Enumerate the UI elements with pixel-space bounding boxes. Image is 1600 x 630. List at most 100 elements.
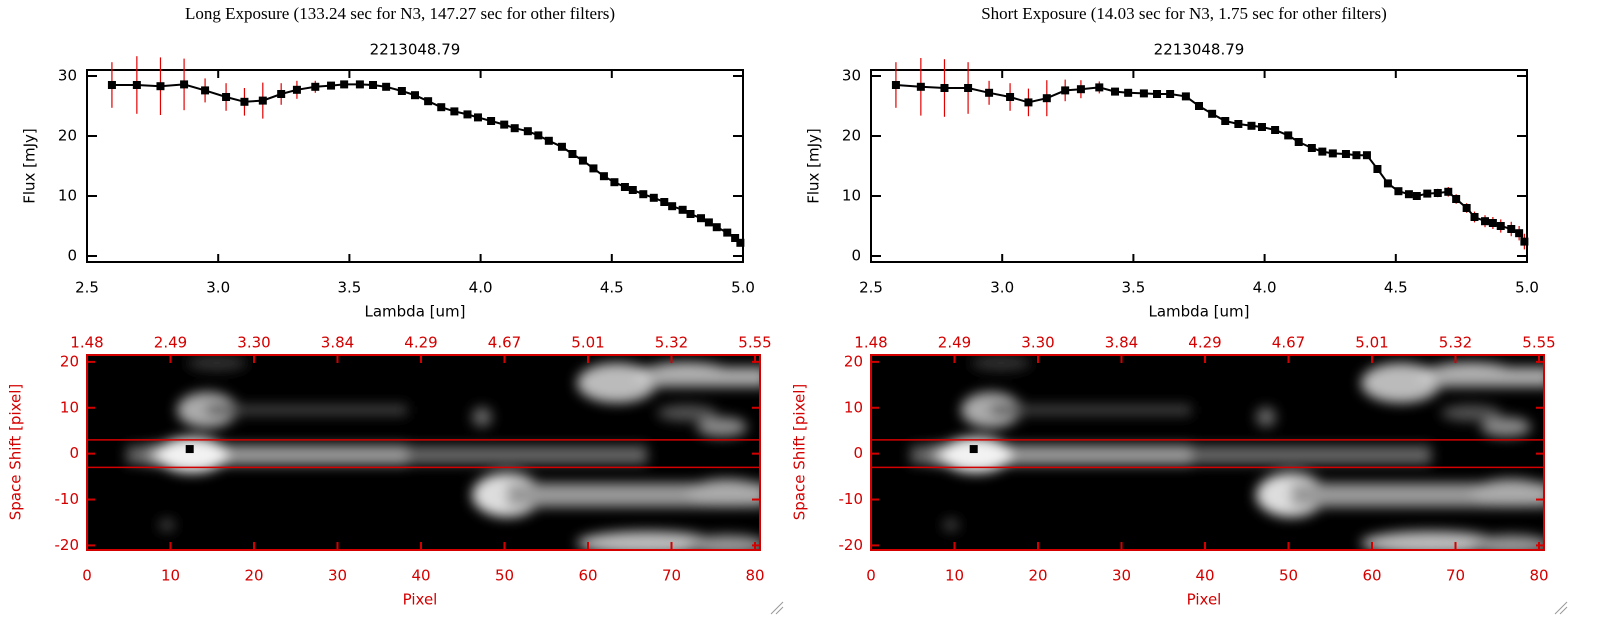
data-point: [736, 238, 745, 247]
data-point: [180, 80, 189, 89]
data-point: [450, 107, 459, 116]
data-point: [292, 85, 301, 94]
resize-grip: [770, 601, 784, 615]
data-point: [500, 120, 509, 129]
data-point: [599, 172, 608, 181]
data-point: [639, 190, 648, 199]
x-axis-label: Pixel: [403, 591, 438, 609]
data-point: [1181, 92, 1190, 101]
data-point: [1153, 90, 1162, 98]
data-point: [1488, 219, 1497, 227]
y-tick-label: 0: [67, 247, 77, 265]
data-point: [985, 88, 994, 97]
data-point: [340, 80, 349, 89]
x-tick-label: 0: [866, 567, 876, 585]
x-axis-label: Lambda [um]: [365, 303, 466, 321]
data-point: [589, 164, 598, 173]
data-point: [1362, 151, 1371, 160]
data-point: [649, 193, 658, 202]
chart-title: Short Exposure (14.03 sec for N3, 1.75 s…: [981, 4, 1387, 23]
data-point: [1024, 98, 1033, 107]
data-point: [1076, 85, 1085, 94]
x2-tick-label: 4.67: [488, 334, 521, 352]
data-point: [1394, 187, 1403, 196]
x2-tick-label: 1.48: [70, 334, 103, 352]
data-point: [523, 127, 532, 136]
data-point: [1341, 150, 1350, 158]
data-point: [544, 136, 553, 145]
x2-tick-label: 4.29: [1188, 334, 1221, 352]
data-point: [568, 150, 577, 158]
data-point: [1462, 204, 1471, 212]
data-point: [697, 214, 706, 223]
x2-tick-label: 3.30: [1021, 334, 1054, 352]
x-tick-label: 4.0: [469, 279, 493, 297]
x2-tick-label: 4.29: [404, 334, 437, 352]
data-point: [355, 80, 364, 89]
y-tick-label: 10: [58, 187, 77, 205]
data-point: [1404, 190, 1413, 199]
data-point: [424, 97, 433, 106]
data-point: [1247, 121, 1256, 130]
image-frame: [86, 354, 761, 551]
data-point: [1423, 189, 1432, 198]
data-point: [1328, 149, 1337, 158]
x2-tick-label: 5.32: [655, 334, 688, 352]
data-point: [660, 198, 669, 206]
y-axis-label: Flux [mJy]: [21, 128, 39, 204]
data-point: [311, 82, 320, 91]
data-point: [1257, 123, 1266, 131]
x2-tick-label: 3.30: [237, 334, 270, 352]
spectrum-line: [895, 84, 1526, 243]
data-point: [668, 202, 677, 211]
x-tick-label: 60: [578, 567, 597, 585]
x2-tick-label: 4.67: [1272, 334, 1305, 352]
x2-tick-label: 2.49: [154, 334, 187, 352]
data-point: [557, 142, 566, 151]
x2-tick-label: 5.32: [1439, 334, 1472, 352]
data-point: [1221, 117, 1230, 125]
x-tick-label: 50: [1279, 567, 1298, 585]
x-tick-label: 40: [411, 567, 430, 585]
x-tick-label: 50: [495, 567, 514, 585]
y-tick-label: 0: [69, 444, 79, 462]
data-point: [723, 228, 732, 237]
data-point: [678, 205, 687, 214]
y-tick-label: 20: [60, 352, 79, 370]
data-point: [940, 84, 949, 92]
y-tick-label: 20: [58, 127, 77, 145]
chart-title: Long Exposure (133.24 sec for N3, 147.27…: [185, 4, 615, 23]
x2-tick-label: 5.01: [1355, 334, 1388, 352]
data-point: [369, 81, 378, 89]
image-frame: [870, 354, 1545, 551]
data-point: [1373, 165, 1382, 173]
data-point: [1520, 237, 1529, 246]
x-tick-label: 60: [1362, 567, 1381, 585]
data-point: [437, 103, 446, 112]
data-point: [222, 93, 231, 101]
data-point: [628, 186, 637, 194]
heatmap: [871, 355, 1544, 550]
x-tick-label: 30: [1112, 567, 1131, 585]
data-point: [1139, 89, 1148, 98]
y-tick-label: 10: [60, 398, 79, 416]
data-point: [1195, 102, 1203, 110]
x-tick-label: 30: [328, 567, 347, 585]
data-point: [397, 87, 406, 95]
chart-subtitle: 2213048.79: [1154, 41, 1245, 59]
plot-frame: [870, 69, 1528, 263]
data-point: [620, 183, 629, 191]
y-tick-label: -10: [839, 490, 864, 508]
chart-subtitle: 2213048.79: [370, 41, 461, 59]
position-marker: [185, 445, 194, 454]
data-point: [1352, 151, 1361, 160]
y-tick-label: 20: [842, 127, 861, 145]
y-tick-label: 10: [844, 398, 863, 416]
data-point: [891, 81, 900, 89]
data-point: [1234, 120, 1243, 128]
data-point: [1208, 109, 1217, 118]
data-point: [240, 97, 249, 106]
x2-tick-label: 5.01: [571, 334, 604, 352]
y-tick-label: 20: [844, 352, 863, 370]
